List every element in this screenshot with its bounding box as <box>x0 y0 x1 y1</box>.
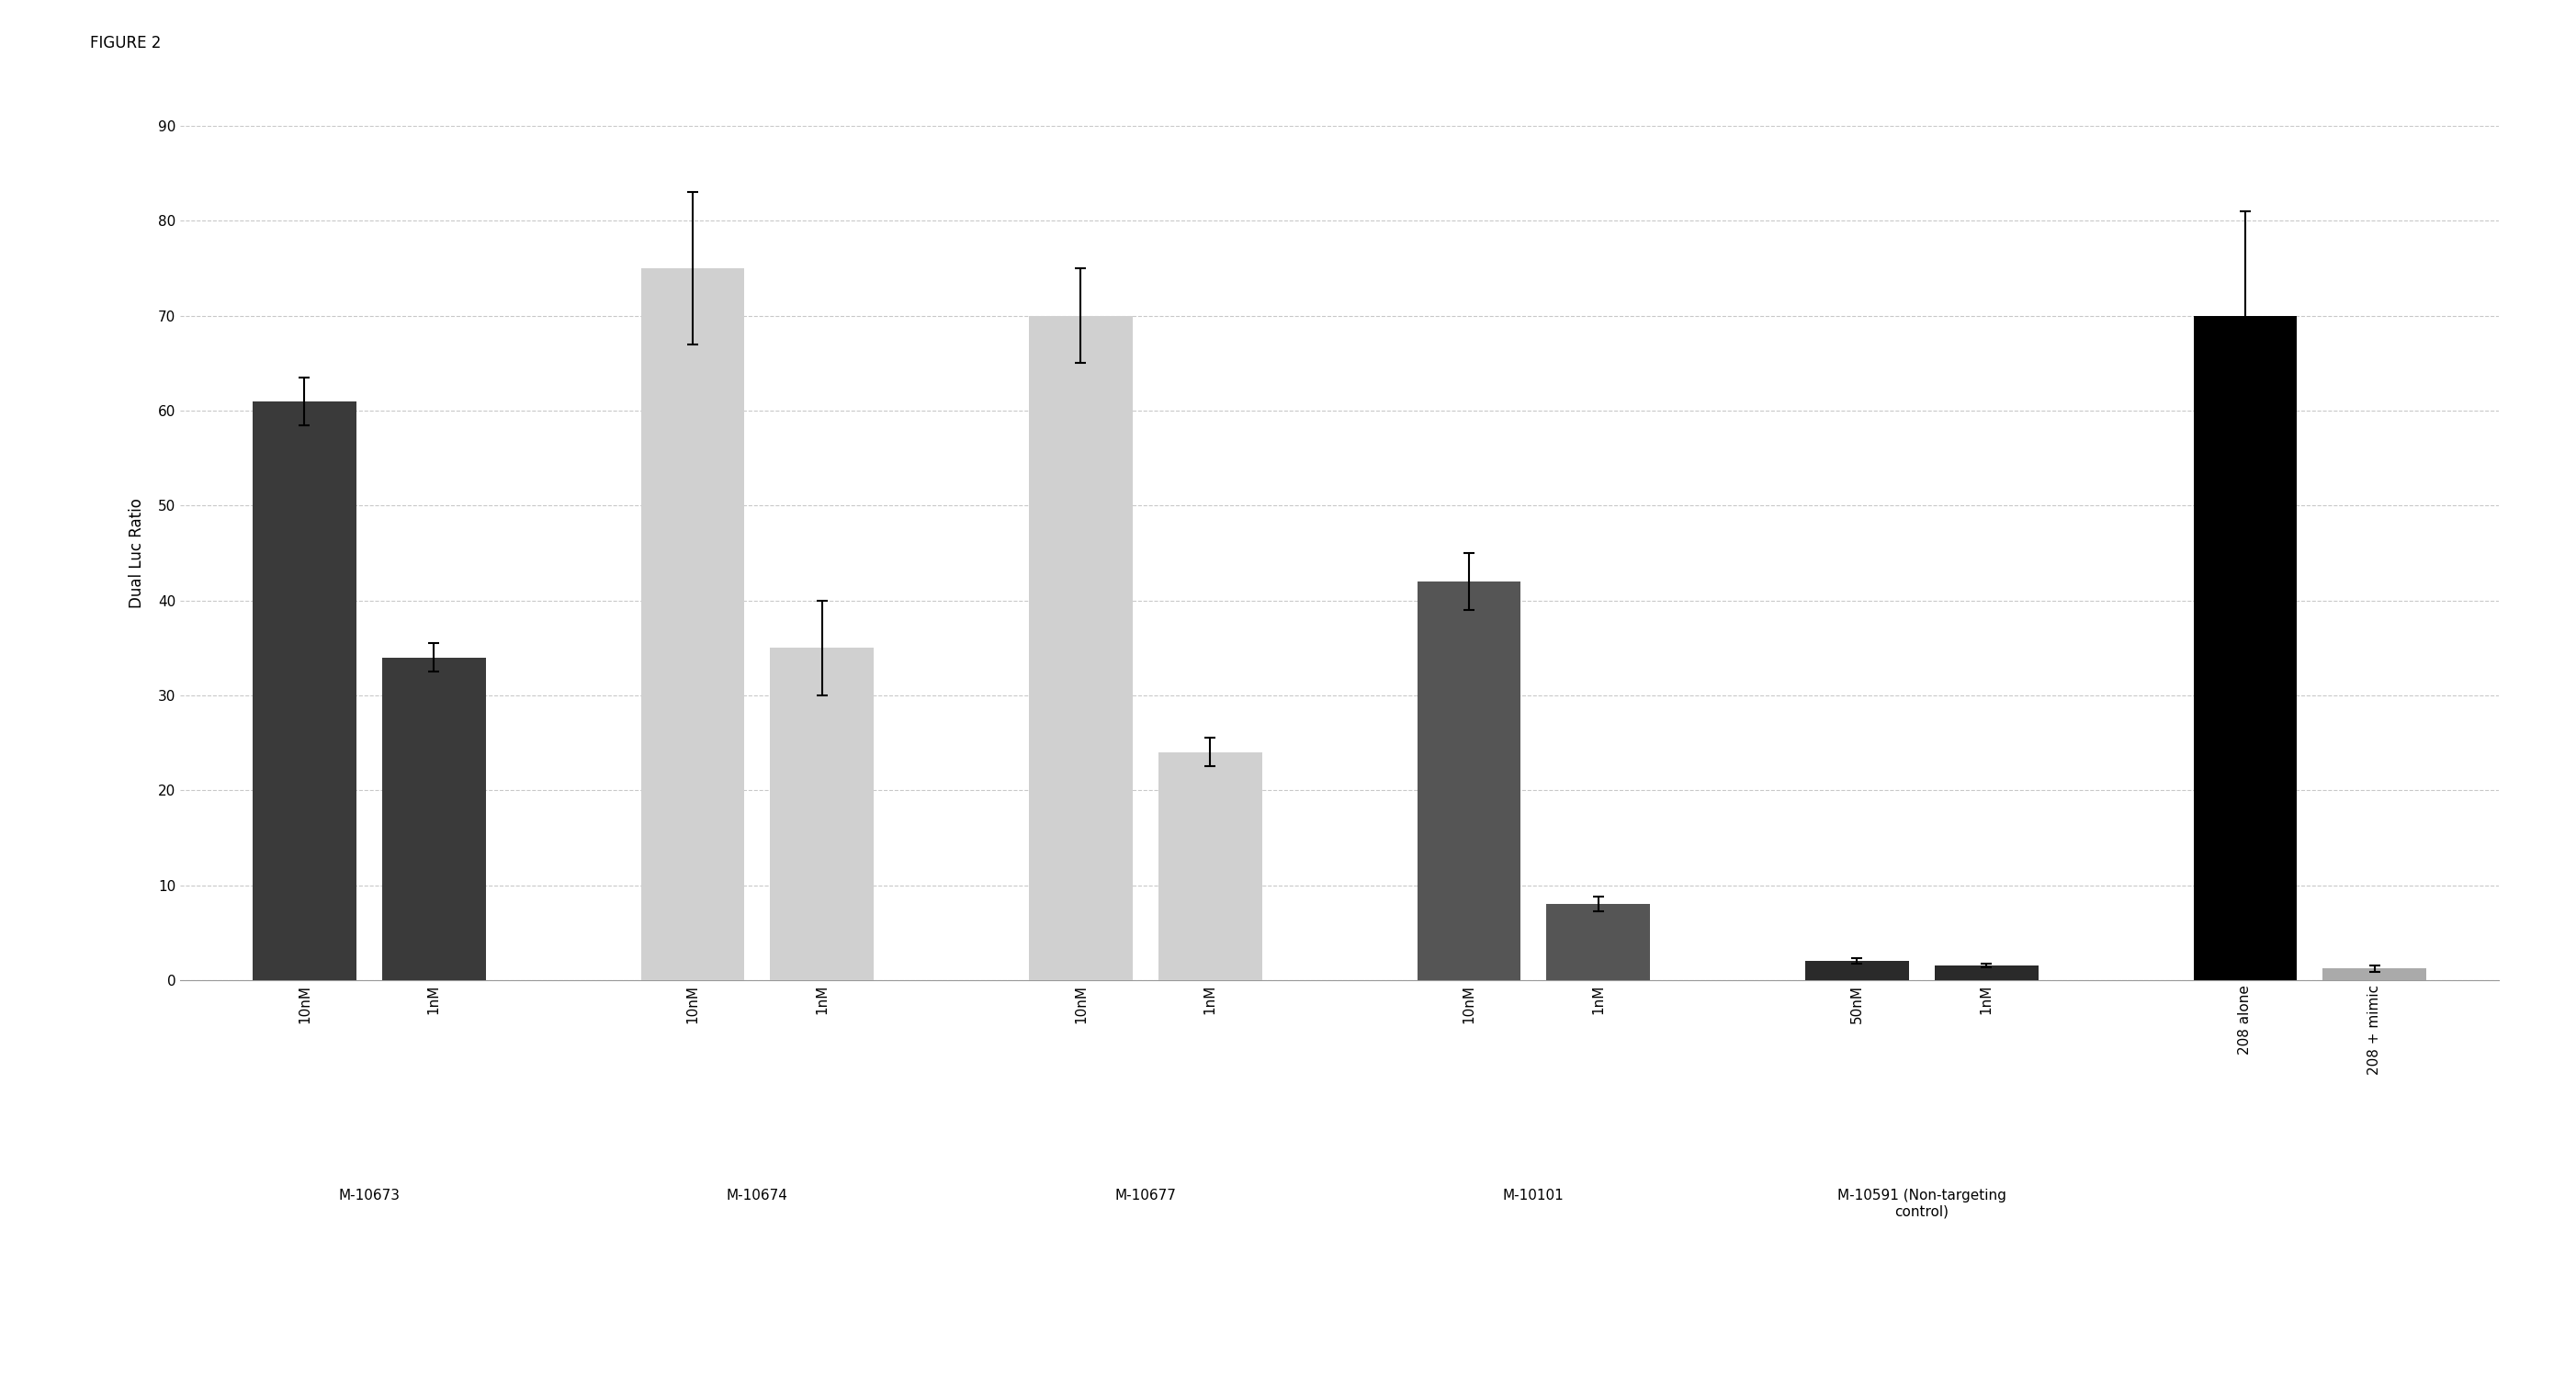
Text: M-10674: M-10674 <box>726 1189 788 1203</box>
Bar <box>1028 316 1133 980</box>
Bar <box>2324 969 2427 980</box>
Bar <box>1417 581 1520 980</box>
Bar <box>641 269 744 980</box>
Bar <box>252 402 355 980</box>
Bar <box>381 658 487 980</box>
Bar <box>1546 904 1651 980</box>
Bar <box>770 648 873 980</box>
Text: M-10101: M-10101 <box>1502 1189 1564 1203</box>
Bar <box>2192 316 2298 980</box>
Text: M-10673: M-10673 <box>337 1189 399 1203</box>
Y-axis label: Dual Luc Ratio: Dual Luc Ratio <box>129 498 144 608</box>
Text: M-10677: M-10677 <box>1115 1189 1177 1203</box>
Text: M-10591 (Non-targeting
control): M-10591 (Non-targeting control) <box>1837 1189 2007 1218</box>
Bar <box>1159 752 1262 980</box>
Bar <box>1935 966 2038 980</box>
Text: FIGURE 2: FIGURE 2 <box>90 35 162 52</box>
Bar <box>1806 960 1909 980</box>
